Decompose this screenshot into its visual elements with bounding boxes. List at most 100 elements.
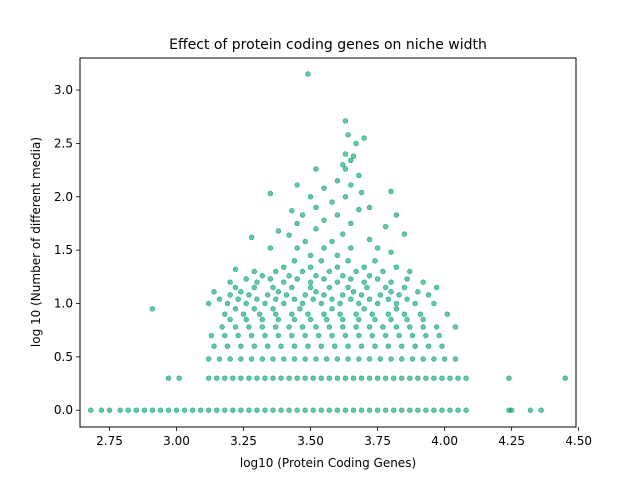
data-point	[294, 276, 300, 282]
data-point	[264, 292, 271, 298]
data-point	[388, 356, 394, 362]
data-point	[340, 292, 346, 298]
x-axis-ticks: 2.75 3.00 3.25 3.50 3.75 4.00 4.25 4.50	[96, 427, 592, 448]
data-point	[444, 311, 451, 317]
data-point	[382, 223, 389, 230]
data-point	[356, 332, 362, 339]
data-point	[267, 190, 274, 197]
data-point	[125, 407, 131, 413]
data-point	[358, 407, 365, 413]
data-point	[246, 375, 252, 381]
data-point	[254, 296, 260, 302]
data-point	[149, 306, 156, 312]
data-point	[340, 273, 346, 279]
data-point	[246, 407, 252, 413]
data-point	[337, 311, 343, 317]
data-point	[248, 332, 255, 339]
data-point	[342, 332, 349, 339]
data-point	[289, 284, 295, 291]
data-point	[326, 284, 333, 291]
data-point	[420, 316, 426, 323]
data-point	[281, 356, 287, 362]
data-point	[211, 289, 217, 295]
data-point	[251, 306, 257, 312]
data-point	[289, 207, 295, 214]
y-axis-label: log 10 (Number of different media)	[29, 137, 43, 347]
data-point	[388, 316, 394, 323]
data-point	[447, 375, 453, 381]
data-point	[254, 279, 260, 285]
data-point	[334, 178, 341, 184]
data-point	[334, 279, 341, 285]
data-point	[299, 300, 306, 307]
data-point	[393, 306, 400, 312]
data-point	[173, 407, 180, 413]
data-point	[305, 311, 311, 317]
data-point	[388, 249, 394, 255]
data-point	[227, 292, 233, 298]
data-point	[323, 356, 330, 362]
data-point	[385, 311, 392, 317]
data-point	[358, 292, 365, 298]
data-point	[294, 182, 300, 188]
data-point	[399, 356, 405, 362]
data-point	[189, 407, 196, 413]
data-point	[431, 375, 437, 381]
data-point	[329, 238, 335, 245]
data-point	[390, 375, 397, 381]
data-point	[238, 289, 244, 295]
data-point	[222, 407, 228, 413]
data-point	[431, 300, 437, 307]
data-point	[409, 332, 416, 339]
data-point	[382, 375, 389, 381]
data-point	[433, 324, 440, 330]
data-point	[291, 356, 298, 362]
data-point	[165, 375, 172, 381]
data-point	[385, 296, 392, 302]
data-point	[286, 232, 292, 238]
data-point	[291, 316, 298, 323]
data-point	[278, 375, 284, 381]
data-point	[350, 289, 357, 295]
data-point	[390, 407, 397, 413]
data-point	[415, 407, 421, 413]
data-point	[318, 258, 324, 264]
data-point	[232, 284, 239, 291]
x-tick-label: 4.50	[565, 434, 592, 448]
data-point	[307, 316, 314, 323]
data-point	[254, 407, 260, 413]
data-point	[361, 135, 367, 141]
data-point	[219, 324, 225, 330]
data-point	[399, 407, 405, 413]
data-point	[313, 289, 319, 295]
y-tick-label: 2.5	[54, 136, 73, 150]
data-point	[106, 407, 113, 413]
data-point	[342, 194, 349, 200]
data-point	[227, 316, 233, 323]
data-point	[369, 311, 375, 317]
data-point	[262, 375, 268, 381]
data-point	[299, 268, 306, 275]
data-point	[425, 343, 432, 349]
data-point	[356, 172, 362, 179]
data-point	[205, 407, 212, 413]
points-layer	[88, 71, 568, 413]
data-point	[270, 407, 276, 413]
data-point	[329, 332, 335, 339]
data-point	[423, 407, 429, 413]
data-point	[412, 343, 418, 349]
data-point	[345, 356, 351, 362]
data-point	[227, 356, 233, 362]
data-point	[267, 245, 274, 251]
data-point	[527, 407, 534, 413]
data-point	[323, 316, 330, 323]
data-point	[388, 279, 394, 285]
data-point	[205, 375, 212, 381]
data-point	[342, 407, 349, 413]
data-point	[310, 407, 316, 413]
data-point	[447, 407, 453, 413]
data-point	[366, 236, 373, 243]
data-point	[345, 258, 351, 264]
